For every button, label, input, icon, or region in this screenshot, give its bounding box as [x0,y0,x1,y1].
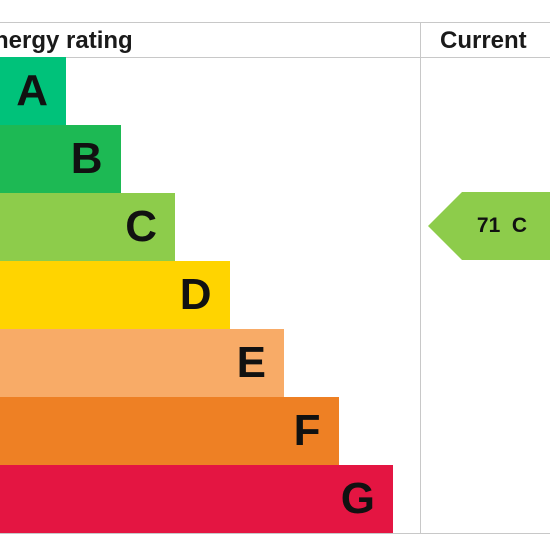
energy-rating-header: nergy rating [0,27,133,54]
band-letter-e: E [236,338,266,387]
band-c: C [0,193,175,261]
band-e: E [0,329,284,397]
band-b: B [0,125,121,193]
bottom-border [0,533,550,534]
band-d: D [0,261,230,329]
band-letter-g: G [340,474,375,523]
band-a: A [0,57,66,125]
current-rating-arrow-shape [428,192,550,260]
current-rating-label: 71 C [476,214,528,237]
band-g: G [0,465,393,533]
band-letter-c: C [125,202,157,251]
band-letter-b: B [70,134,103,183]
column-divider [420,22,421,534]
current-header: Current [440,27,527,54]
band-letter-f: F [293,406,321,455]
band-f: F [0,397,339,465]
band-letter-a: A [16,66,48,115]
top-border [0,22,550,23]
band-letter-d: D [179,270,212,319]
current-rating-arrow [428,192,550,260]
header-divider [0,57,550,58]
